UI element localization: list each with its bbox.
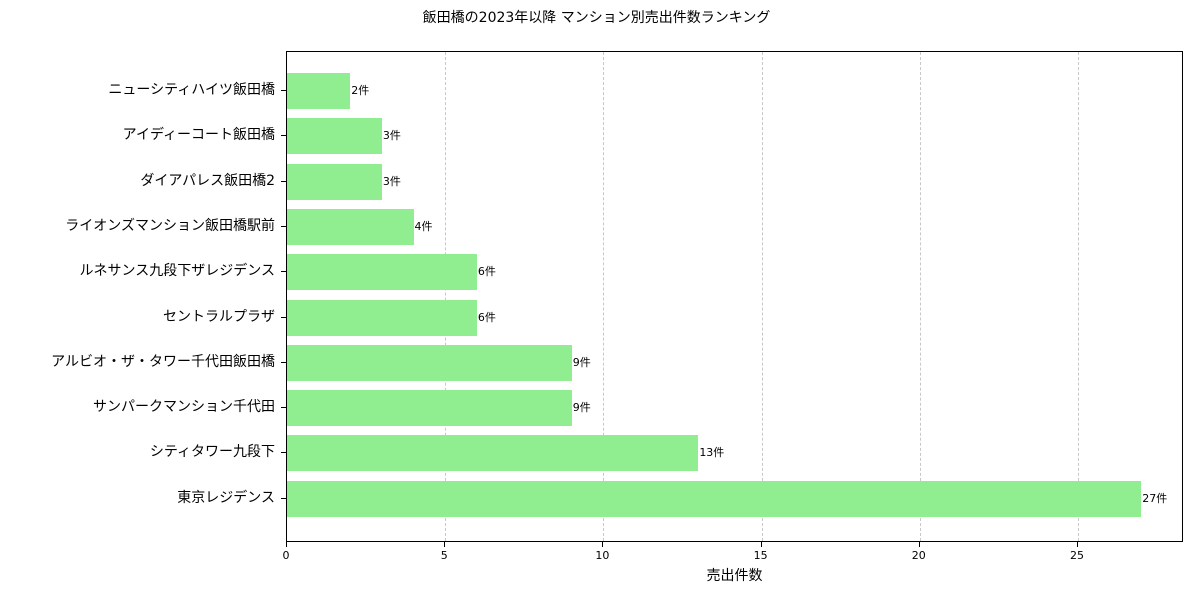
- y-tick-label: アイディーコート飯田橋: [122, 127, 275, 144]
- bar: [287, 390, 572, 427]
- x-tick-label: 10: [595, 549, 610, 562]
- gridline: [445, 52, 447, 541]
- y-tick-label: サンパークマンション千代田: [93, 399, 275, 416]
- bar-value-label: 6件: [477, 310, 496, 324]
- bar-value-label: 27件: [1142, 491, 1168, 505]
- bar: [287, 73, 351, 109]
- y-tick-label: ライオンズマンション飯田橋駅前: [65, 217, 275, 234]
- gridline: [603, 52, 605, 541]
- bar: [287, 254, 477, 291]
- y-tick-label: セントラルプラザ: [163, 308, 275, 325]
- x-tick: [286, 542, 287, 547]
- bar: [287, 344, 572, 381]
- bar-value-label: 13件: [699, 446, 725, 460]
- bar: [287, 299, 477, 336]
- plot-area: 2件 3件 3件 4件 6件 6件 9件 9件 13件 27件: [286, 51, 1183, 542]
- x-tick-label: 15: [753, 549, 768, 562]
- gridline: [919, 52, 921, 541]
- x-tick: [444, 542, 446, 547]
- x-axis-label: 売出件数: [706, 568, 763, 584]
- gridline: [1078, 52, 1079, 541]
- bar: [287, 118, 382, 155]
- x-tick-label: 5: [440, 549, 448, 562]
- bar-value-label: 3件: [382, 174, 401, 188]
- x-tick: [1077, 542, 1078, 547]
- y-tick: [281, 90, 286, 91]
- x-tick: [602, 542, 604, 547]
- x-tick-label: 0: [282, 549, 290, 562]
- y-tick: [281, 497, 286, 499]
- bar-value-label: 6件: [477, 265, 496, 279]
- y-tick-label: ニューシティハイツ飯田橋: [108, 82, 275, 98]
- y-tick: [281, 316, 286, 318]
- x-tick-label: 25: [1070, 549, 1084, 562]
- y-tick: [281, 135, 286, 137]
- y-tick-label: 東京レジデンス: [177, 489, 275, 506]
- y-tick-label: ダイアパレス飯田橋2: [140, 172, 275, 189]
- bar: [287, 163, 382, 200]
- y-tick: [281, 180, 286, 182]
- bar-value-label: 2件: [351, 84, 370, 97]
- x-tick: [918, 542, 920, 547]
- y-tick: [281, 361, 286, 363]
- chart-title: 飯田橋の2023年以降 マンション別売出件数ランキング: [422, 10, 771, 26]
- y-tick-label: シティタワー九段下: [149, 444, 275, 461]
- bar-value-label: 4件: [414, 219, 433, 233]
- y-tick: [281, 271, 286, 273]
- bar: [287, 435, 699, 472]
- x-tick-label: 20: [911, 549, 926, 562]
- y-tick: [281, 407, 286, 409]
- bar-value-label: 9件: [572, 355, 591, 369]
- bar-value-label: 3件: [382, 129, 401, 143]
- bar-value-label: 9件: [572, 401, 591, 415]
- bar: [287, 480, 1142, 517]
- gridline: [761, 52, 763, 541]
- y-tick: [281, 225, 286, 227]
- x-tick: [760, 542, 762, 547]
- y-tick-label: アルビオ・ザ・タワー千代田飯田橋: [51, 353, 275, 370]
- y-tick: [281, 452, 286, 454]
- bar: [287, 208, 414, 245]
- y-tick-label: ルネサンス九段下ザレジデンス: [79, 263, 275, 280]
